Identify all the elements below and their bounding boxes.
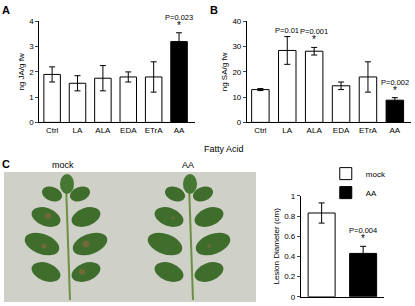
svg-text:20: 20 — [232, 68, 241, 77]
svg-text:P=0.01: P=0.01 — [275, 26, 299, 35]
svg-text:AA: AA — [390, 126, 401, 135]
svg-text:LA: LA — [282, 126, 292, 135]
svg-text:2: 2 — [29, 68, 34, 77]
svg-text:0: 0 — [237, 118, 242, 127]
svg-text:EDA: EDA — [333, 126, 350, 135]
svg-text:ng JA/g fw: ng JA/g fw — [17, 53, 26, 91]
svg-text:3: 3 — [29, 42, 34, 51]
svg-text:ETrA: ETrA — [145, 126, 164, 135]
svg-text:LA: LA — [73, 126, 83, 135]
svg-text:ALA: ALA — [307, 126, 323, 135]
svg-text:0.6: 0.6 — [284, 232, 296, 241]
svg-text:ng SA/g fw: ng SA/g fw — [220, 52, 229, 91]
svg-text:Fatty Acid: Fatty Acid — [204, 144, 244, 154]
svg-text:*: * — [177, 20, 181, 31]
svg-text:Ctrl: Ctrl — [254, 126, 267, 135]
svg-text:*: * — [361, 233, 365, 244]
svg-text:10: 10 — [232, 93, 241, 102]
svg-text:P=0.001: P=0.001 — [300, 27, 328, 36]
svg-text:C: C — [2, 158, 10, 170]
svg-text:0.4: 0.4 — [284, 252, 296, 261]
html-text:AA: AA — [182, 160, 194, 170]
svg-text:*: * — [312, 34, 316, 45]
svg-text:ETrA: ETrA — [359, 126, 378, 135]
html-text:mock: mock — [52, 160, 74, 170]
svg-text:ALA: ALA — [95, 126, 111, 135]
svg-text:0: 0 — [29, 118, 34, 127]
svg-text:*: * — [393, 85, 397, 96]
svg-text:P=0.023: P=0.023 — [165, 13, 193, 22]
svg-text:40: 40 — [232, 17, 241, 26]
svg-text:A: A — [2, 4, 10, 16]
svg-text:P=0.002: P=0.002 — [381, 78, 409, 87]
svg-text:0: 0 — [291, 293, 296, 302]
svg-text:1: 1 — [291, 192, 296, 201]
svg-text:4: 4 — [29, 17, 34, 26]
svg-text:Ctrl: Ctrl — [46, 126, 59, 135]
svg-text:AA: AA — [174, 126, 185, 135]
svg-text:0.8: 0.8 — [284, 212, 296, 221]
svg-text:1: 1 — [29, 93, 34, 102]
svg-text:mock: mock — [366, 170, 386, 179]
svg-text:30: 30 — [232, 42, 241, 51]
svg-text:P=0.004: P=0.004 — [349, 226, 377, 235]
svg-text:AA: AA — [366, 189, 377, 198]
svg-text:0.2: 0.2 — [284, 272, 296, 281]
svg-text:EDA: EDA — [120, 126, 137, 135]
svg-text:B: B — [210, 4, 218, 16]
svg-text:Lesion Diameter (cm): Lesion Diameter (cm) — [272, 208, 281, 285]
